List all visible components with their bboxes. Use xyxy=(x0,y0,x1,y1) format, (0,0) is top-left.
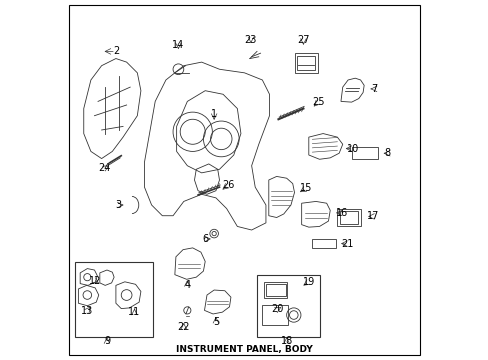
Text: 4: 4 xyxy=(184,280,190,290)
Text: 16: 16 xyxy=(335,208,347,218)
Bar xyxy=(264,282,287,298)
Text: 19: 19 xyxy=(302,277,314,287)
Text: INSTRUMENT PANEL, BODY: INSTRUMENT PANEL, BODY xyxy=(176,345,312,354)
Bar xyxy=(294,53,317,73)
Text: 24: 24 xyxy=(98,163,110,173)
Bar xyxy=(265,284,285,296)
Bar xyxy=(297,57,314,70)
Text: 9: 9 xyxy=(103,336,110,346)
Text: 1: 1 xyxy=(211,109,217,119)
Text: 13: 13 xyxy=(81,306,93,316)
Text: 18: 18 xyxy=(280,336,292,346)
Text: 14: 14 xyxy=(172,40,184,50)
Text: 22: 22 xyxy=(177,322,190,332)
Text: 3: 3 xyxy=(115,200,121,210)
Text: 27: 27 xyxy=(297,35,309,45)
Bar xyxy=(75,262,153,337)
Bar xyxy=(337,209,360,226)
Text: 11: 11 xyxy=(128,307,141,317)
Bar xyxy=(340,211,357,224)
Text: 6: 6 xyxy=(202,234,208,244)
Text: 12: 12 xyxy=(89,276,101,286)
Text: 15: 15 xyxy=(300,183,312,193)
Text: 26: 26 xyxy=(222,180,234,190)
Text: 2: 2 xyxy=(113,46,119,57)
Bar xyxy=(312,239,335,248)
Text: 20: 20 xyxy=(271,304,283,314)
Text: 8: 8 xyxy=(384,148,389,158)
Text: 10: 10 xyxy=(346,144,358,154)
Bar xyxy=(261,305,288,325)
Text: 25: 25 xyxy=(311,97,324,107)
Bar xyxy=(351,147,378,158)
Text: 21: 21 xyxy=(340,239,352,249)
Text: 23: 23 xyxy=(244,35,257,45)
Text: 7: 7 xyxy=(370,84,377,94)
Bar xyxy=(257,275,319,337)
Text: 5: 5 xyxy=(212,317,219,327)
Text: 17: 17 xyxy=(366,211,379,221)
